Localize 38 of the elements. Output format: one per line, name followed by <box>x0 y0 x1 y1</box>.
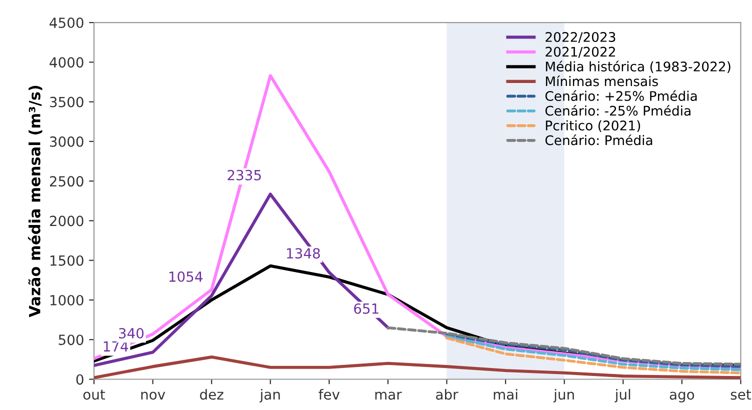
data-label: 1348 <box>287 248 320 259</box>
y-tick-label: 3500 <box>50 96 84 108</box>
y-tick-label: 4500 <box>50 18 84 28</box>
y-tick-label: 2000 <box>50 216 84 226</box>
legend-label: 2022/2023 <box>546 32 616 44</box>
y-tick-label: 2500 <box>50 176 84 187</box>
y-tick-label: 3000 <box>50 136 84 147</box>
line-series <box>386 326 741 366</box>
data-label: 1054 <box>169 271 202 282</box>
y-tick-label: 1000 <box>50 294 84 306</box>
x-tick-label: nov <box>141 392 166 400</box>
y-tick-label: 1500 <box>50 255 84 266</box>
x-tick-label: set <box>730 390 751 400</box>
x-tick-label: jul <box>614 388 630 402</box>
x-tick-label: fev <box>318 388 340 400</box>
legend-label: Mínimas mensais <box>546 76 658 86</box>
y-tick-label: 4000 <box>50 57 84 68</box>
y-axis-title: Vazão média mensal (m³/s) <box>28 86 42 318</box>
legend-label: 2021/2022 <box>546 46 615 58</box>
line-series <box>94 192 390 367</box>
x-tick-label: jan <box>260 388 280 402</box>
y-tick-label: 0 <box>76 374 84 385</box>
legend-label: Cenário: -25% Pmédia <box>545 105 690 116</box>
x-tick-label: dez <box>200 388 224 400</box>
x-tick-label: ago <box>670 392 694 402</box>
legend-label: Média histórica (1983-2022) <box>546 60 730 74</box>
legend-label: Cenário: +25% Pmédia <box>545 90 697 101</box>
y-tick-label: 500 <box>58 334 84 346</box>
legend-label: Pcritico (2021) <box>546 120 640 132</box>
legend-label: Cenário: Pmédia <box>545 134 652 146</box>
data-label: 340 <box>119 328 144 338</box>
x-tick-label: mar <box>375 392 402 400</box>
x-tick-label: mai <box>494 388 518 400</box>
data-label: 651 <box>354 303 378 314</box>
x-tick-label: out <box>83 390 106 400</box>
x-tick-label: abr <box>436 388 458 400</box>
data-label: 2335 <box>228 170 261 180</box>
x-tick-label: jun <box>553 388 574 402</box>
